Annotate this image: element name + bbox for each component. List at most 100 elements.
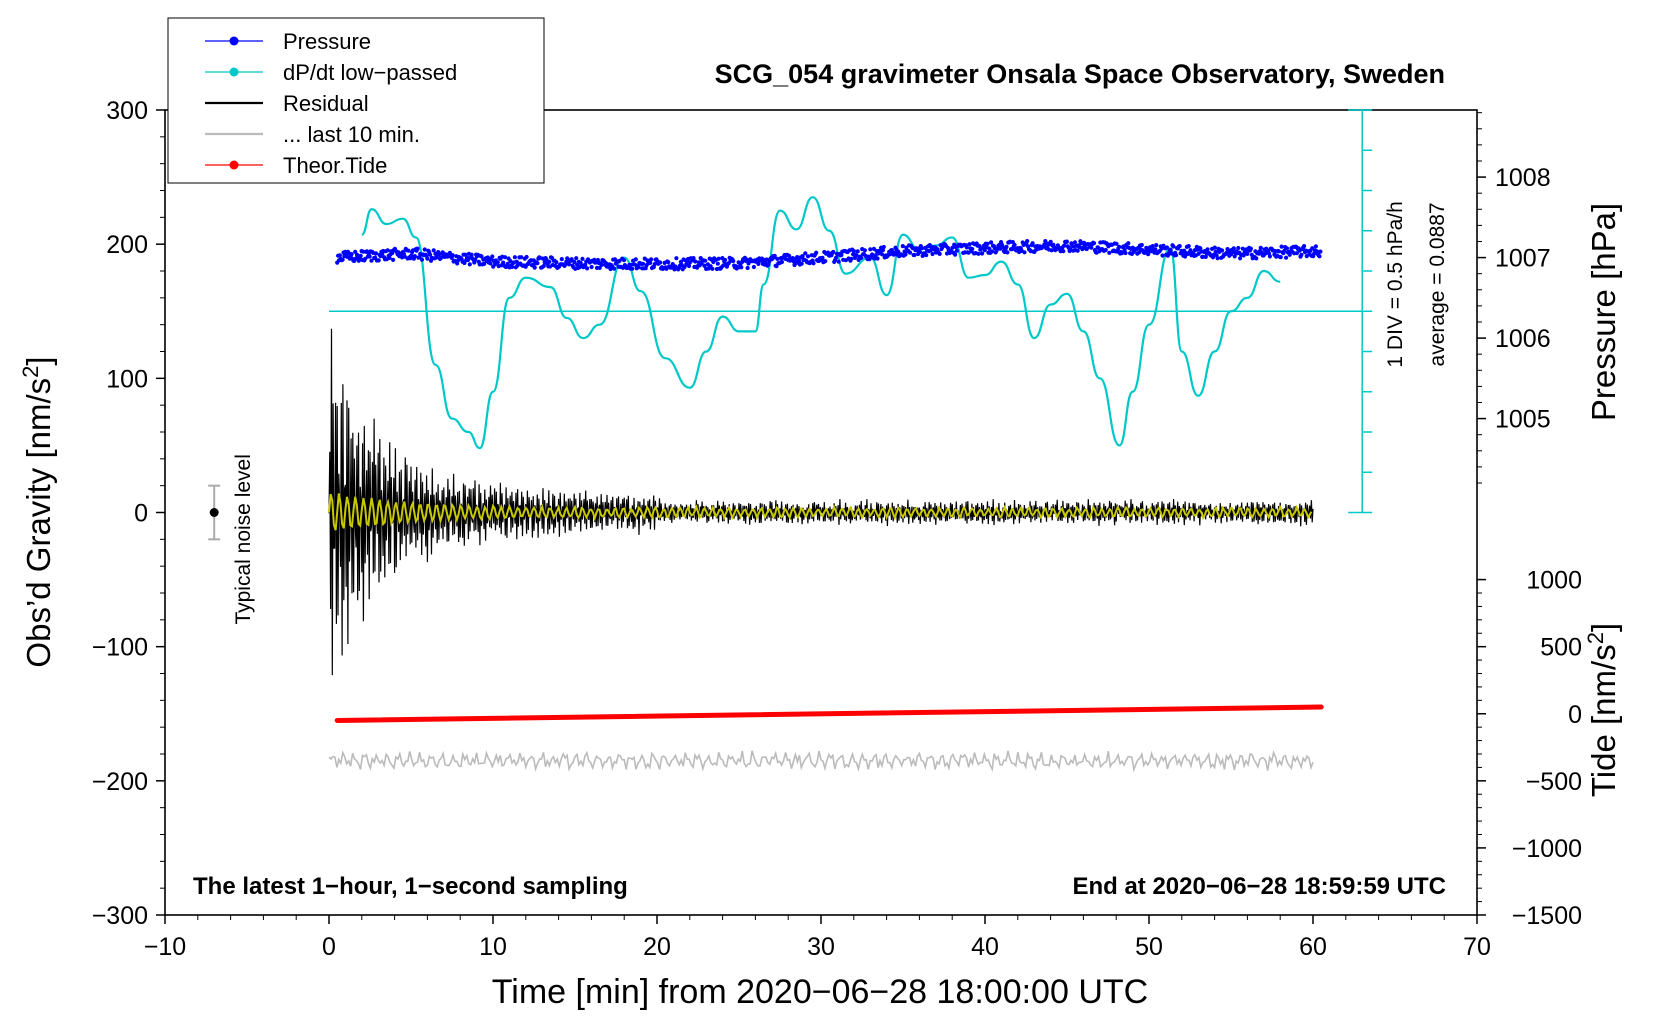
pressure-point [746, 261, 751, 266]
pressure-point [367, 254, 372, 259]
tide-axis-label-sup: 2 [1583, 632, 1608, 644]
pressure-point [881, 244, 886, 250]
pressure-point [823, 259, 828, 264]
residual-lowpass-series [328, 493, 1313, 531]
pressure-point [868, 247, 873, 252]
legend-marker [229, 160, 239, 170]
x-tick-label: 0 [322, 933, 336, 961]
pressure-point [930, 251, 935, 257]
legend-label: Pressure [283, 29, 371, 54]
left-axis-label-sup: 2 [18, 366, 43, 378]
pressure-point [1205, 247, 1210, 252]
pressure-point [1312, 251, 1317, 256]
pressure-point [970, 246, 975, 252]
pressure-point [1168, 247, 1173, 253]
pressure-point [766, 262, 771, 267]
pressure-point [1030, 241, 1035, 246]
pressure-point [967, 242, 972, 247]
pressure-point [1279, 244, 1284, 249]
pressure-point [1212, 245, 1217, 250]
pressure-point [800, 254, 805, 259]
pressure-point [862, 248, 868, 253]
pressure-point [751, 264, 757, 270]
pressure-point [1174, 253, 1179, 258]
pressure-point [640, 261, 646, 266]
pressure-point [356, 258, 361, 263]
pressure-point [900, 244, 905, 249]
pressure-point [1267, 254, 1272, 259]
pressure-point [512, 255, 518, 260]
noise-bar-point [209, 508, 219, 517]
pressure-point [467, 262, 472, 267]
pressure-point [928, 248, 933, 253]
pressure-point [702, 263, 707, 268]
pressure-point [505, 261, 510, 266]
pressure-point [1245, 251, 1250, 256]
pressure-point [989, 240, 994, 245]
pressure-point [1254, 256, 1259, 261]
pressure-point [1287, 252, 1292, 257]
left-tick-label: 200 [106, 231, 148, 259]
pressure-point [1022, 250, 1027, 255]
pressure-point [524, 254, 529, 260]
pressure-point [859, 255, 864, 260]
pressure-point [415, 246, 420, 251]
pressure-point [1048, 239, 1053, 244]
pressure-point [1282, 248, 1287, 254]
pressure-point [1117, 244, 1122, 249]
left-tick-label: −200 [92, 768, 148, 796]
pressure-point [664, 266, 669, 271]
x-tick-label: −10 [144, 933, 186, 961]
tide-axis-label: Tide [nm/s2] [1583, 623, 1622, 797]
dpdt-scale: 1 DIV = 0.5 hPa/h average = 0.0887 [1348, 109, 1449, 514]
pressure-point [431, 248, 436, 253]
legend-marker [229, 36, 239, 46]
legend-marker [229, 67, 239, 77]
pressure-point [648, 260, 653, 265]
pressure-point [814, 250, 819, 255]
pressure-point [566, 262, 572, 267]
pressure-point [358, 253, 363, 258]
pressure-point [387, 255, 392, 261]
pressure-point [795, 255, 800, 260]
pressure-point [836, 259, 841, 264]
pressure-point [369, 258, 374, 263]
tide-tick-label: −1000 [1512, 835, 1582, 863]
pressure-point [1119, 251, 1124, 256]
pressure-point [976, 251, 981, 256]
pressure-point [1126, 241, 1131, 246]
pressure-point [473, 257, 478, 262]
pressure-point [1114, 241, 1119, 246]
pressure-point [580, 256, 585, 261]
pressure-point [731, 258, 736, 264]
pressure-point [889, 248, 895, 253]
left-tick-label: 300 [106, 97, 148, 125]
pressure-point [686, 263, 692, 269]
pressure-point [1188, 248, 1193, 253]
pressure-point [1107, 250, 1112, 255]
pressure-point [839, 252, 844, 258]
pressure-point [987, 246, 992, 251]
pressure-point [373, 251, 379, 256]
pressure-point [510, 264, 515, 269]
pressure-point [599, 262, 604, 267]
pressure-point [924, 253, 929, 258]
pressure-point [1213, 249, 1218, 254]
left-axis: −300 −200 −100 0 100 200 300 [92, 97, 165, 930]
pressure-point [779, 259, 785, 265]
legend: Pressure dP/dt low−passed Residual ... last… [167, 17, 545, 184]
pressure-point [1061, 249, 1066, 254]
pressure-point [541, 263, 546, 269]
pressure-point [666, 260, 671, 265]
pressure-point [649, 257, 654, 262]
pressure-point [917, 249, 923, 255]
dpdt-lowpassed-series [361, 196, 1281, 450]
residual-series [328, 328, 1314, 676]
pressure-point [422, 247, 427, 252]
pressure-point [1139, 242, 1144, 248]
pressure-axis-label: Pressure [hPa] [1585, 203, 1622, 421]
pressure-point [502, 255, 508, 260]
legend-entries: Pressure dP/dt low−passed Residual ... last… [205, 29, 457, 178]
pressure-point [879, 252, 885, 257]
